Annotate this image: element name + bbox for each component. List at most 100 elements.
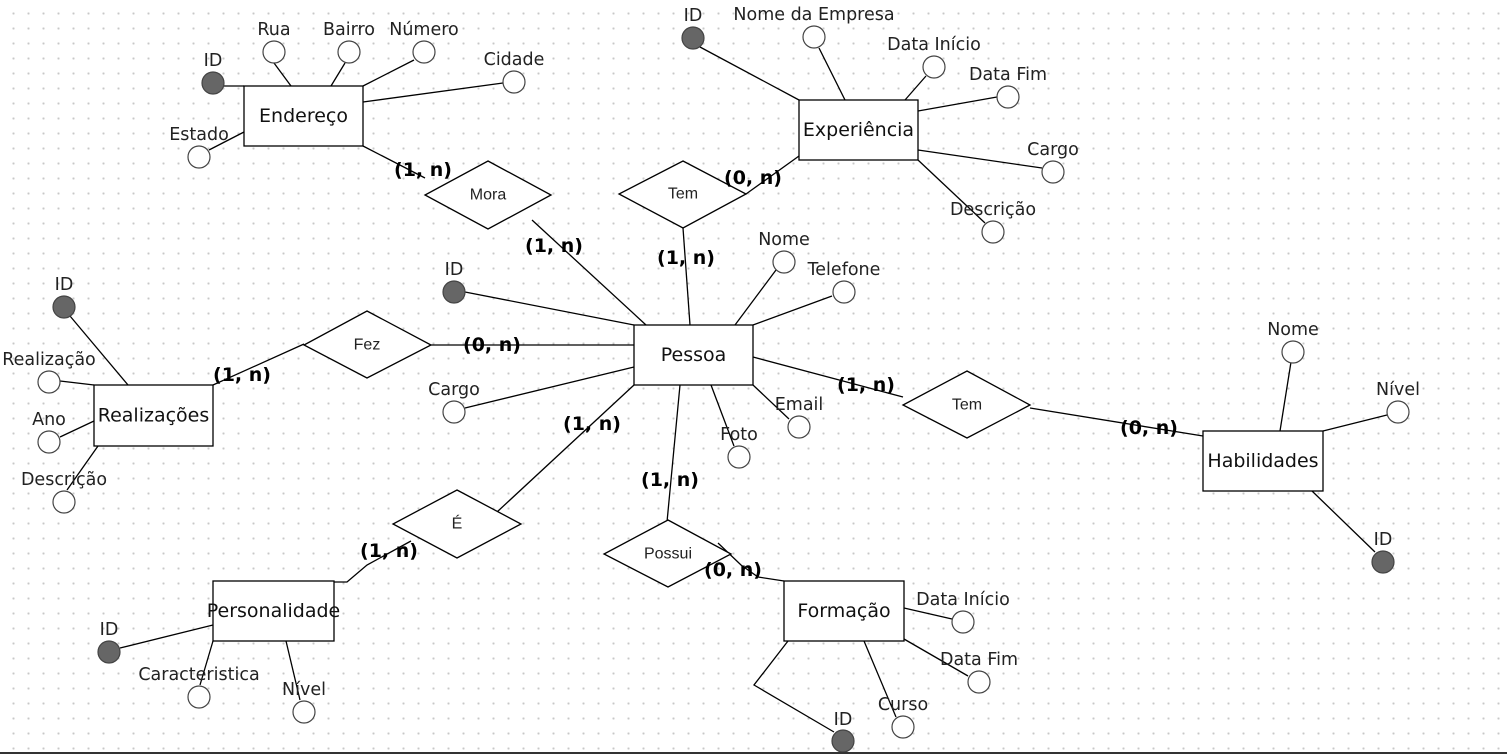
edge-formacao-id: [753, 640, 835, 733]
attribute-formacao-data-fim[interactable]: Data Fim: [940, 650, 1018, 694]
edge-experiencia-descricao: [917, 159, 986, 224]
attribute-habilidades-nome[interactable]: Nome: [1267, 320, 1319, 364]
entity-label: Realizações: [98, 405, 210, 427]
edge-realizacoes-id: [69, 315, 129, 386]
entity-label: Pessoa: [661, 344, 727, 366]
edge-habilidades-nome: [1279, 361, 1292, 432]
attribute-label: Data Início: [916, 590, 1010, 610]
entity-realizacoes[interactable]: Realizações: [93, 384, 214, 447]
attribute-formacao-curso[interactable]: Curso: [878, 695, 928, 739]
attribute-formacao-id[interactable]: ID: [831, 710, 855, 753]
attribute-personalidade-id[interactable]: ID: [97, 620, 121, 664]
cardinality-formacao-possui: (0, n): [704, 559, 762, 581]
entity-pessoa[interactable]: Pessoa: [633, 324, 754, 386]
edge-experiencia-tem: [745, 155, 800, 195]
edge-experiencia-cargo: [917, 149, 1043, 169]
relationship-label: Fez: [354, 337, 381, 354]
edge-pessoa-foto: [710, 384, 735, 447]
attribute-experiencia-data-fim[interactable]: Data Fim: [969, 65, 1047, 109]
edge-experiencia-id: [699, 46, 800, 101]
attribute-experiencia-descricao[interactable]: Descrição: [950, 200, 1036, 244]
attribute-label: ID: [204, 51, 223, 71]
attribute-label: ID: [834, 710, 853, 730]
attribute-endereco-bairro[interactable]: Bairro: [323, 20, 375, 64]
attribute-label: Cargo: [1027, 140, 1079, 160]
attribute-label: Nome: [1267, 320, 1319, 340]
attribute-realizacoes-descricao[interactable]: Descrição: [21, 470, 107, 514]
edge-pessoa-email: [752, 384, 790, 420]
cardinality-pessoa-tem-habilidades: (1, n): [837, 374, 895, 396]
attribute-label: Data Fim: [969, 65, 1047, 85]
attribute-experiencia-nome-empresa[interactable]: Nome da Empresa: [733, 5, 895, 49]
attribute-label: Bairro: [323, 20, 375, 40]
relationship-mora[interactable]: Mora: [423, 160, 553, 230]
edges: [59, 46, 1388, 733]
attribute-pessoa-foto[interactable]: Foto: [720, 425, 758, 469]
edge-habilidades-id: [1311, 490, 1376, 553]
attribute-experiencia-id[interactable]: ID: [681, 6, 705, 50]
edge-pessoa-nome: [734, 269, 777, 326]
relationship-label: É: [452, 514, 463, 533]
edge-experiencia-data-inicio: [904, 75, 927, 101]
edge-pessoa-telefone: [752, 295, 833, 326]
attribute-formacao-data-inicio[interactable]: Data Início: [916, 590, 1010, 634]
relationship-possui[interactable]: Possui: [602, 519, 733, 588]
cardinality-tem-pessoa: (1, n): [657, 247, 715, 269]
entity-endereco[interactable]: Endereço: [243, 85, 364, 147]
entity-experiencia[interactable]: Experiência: [798, 99, 919, 161]
attribute-label: ID: [684, 6, 703, 26]
attribute-pessoa-email[interactable]: Email: [775, 395, 824, 439]
attribute-experiencia-cargo[interactable]: Cargo: [1027, 140, 1079, 184]
attribute-personalidade-caracteristica[interactable]: Caracteristica: [138, 665, 260, 709]
attribute-habilidades-nivel[interactable]: Nível: [1376, 380, 1420, 424]
edge-pessoa-cargo: [464, 366, 635, 409]
attribute-label: Data Fim: [940, 650, 1018, 670]
relationship-tem-experiencia[interactable]: Tem: [617, 160, 748, 229]
cardinality-fez-pessoa: (0, n): [463, 334, 521, 356]
attribute-pessoa-nome[interactable]: Nome: [758, 230, 810, 274]
relationship-fez[interactable]: Fez: [302, 310, 433, 379]
edge-endereco-estado: [208, 131, 245, 151]
cardinality-realizacoes-fez: (1, n): [213, 364, 271, 386]
attribute-endereco-cidade[interactable]: Cidade: [484, 50, 545, 94]
edge-pessoa-e: [496, 384, 635, 513]
edge-realizacoes-fez: [212, 343, 305, 386]
attribute-endereco-rua[interactable]: Rua: [257, 20, 291, 64]
edge-endereco-bairro: [330, 62, 346, 87]
cardinalities: (1, n) (1, n) (0, n) (1, n) (1, n) (0, n…: [213, 159, 1178, 581]
edge-mora-pessoa: [531, 219, 647, 326]
cardinality-pessoa-possui: (1, n): [641, 469, 699, 491]
attribute-label: Rua: [257, 20, 290, 40]
attribute-pessoa-id[interactable]: ID: [442, 260, 466, 304]
relationship-tem-habilidades[interactable]: Tem: [901, 370, 1032, 439]
edge-pessoa-id: [464, 291, 635, 326]
edge-habilidades-nivel: [1322, 414, 1388, 432]
attribute-habilidades-id[interactable]: ID: [1371, 530, 1395, 574]
attribute-label: Cargo: [428, 380, 480, 400]
attribute-pessoa-telefone[interactable]: Telefone: [807, 260, 881, 304]
attribute-realizacoes-realizacao[interactable]: Realização: [2, 350, 96, 394]
attribute-realizacoes-ano[interactable]: Ano: [32, 410, 66, 454]
attribute-label: Estado: [169, 125, 229, 145]
attribute-realizacoes-id[interactable]: ID: [52, 275, 76, 319]
attribute-pessoa-cargo[interactable]: Cargo: [428, 380, 480, 424]
edge-formacao-data-fim: [903, 638, 969, 677]
entity-personalidade[interactable]: Personalidade: [207, 580, 341, 642]
entity-formacao[interactable]: Formação: [783, 580, 905, 642]
attribute-endereco-id[interactable]: ID: [201, 51, 225, 95]
cardinality-mora-pessoa: (1, n): [525, 235, 583, 257]
attribute-experiencia-data-inicio[interactable]: Data Início: [887, 35, 981, 79]
cardinality-experiencia-tem: (0, n): [724, 167, 782, 189]
edge-endereco-cidade: [362, 82, 504, 103]
attribute-endereco-numero[interactable]: Número: [389, 20, 459, 64]
entity-habilidades[interactable]: Habilidades: [1202, 430, 1324, 492]
relationship-label: Tem: [952, 397, 982, 414]
edge-endereco-mora: [362, 145, 426, 179]
cardinality-habilidades-tem: (0, n): [1120, 417, 1178, 439]
attribute-label: Número: [389, 20, 459, 40]
attribute-personalidade-nivel[interactable]: Nível: [282, 680, 326, 724]
relationship-e[interactable]: É: [391, 489, 523, 559]
edge-formacao-curso: [863, 640, 897, 718]
attribute-endereco-estado[interactable]: Estado: [169, 125, 229, 169]
